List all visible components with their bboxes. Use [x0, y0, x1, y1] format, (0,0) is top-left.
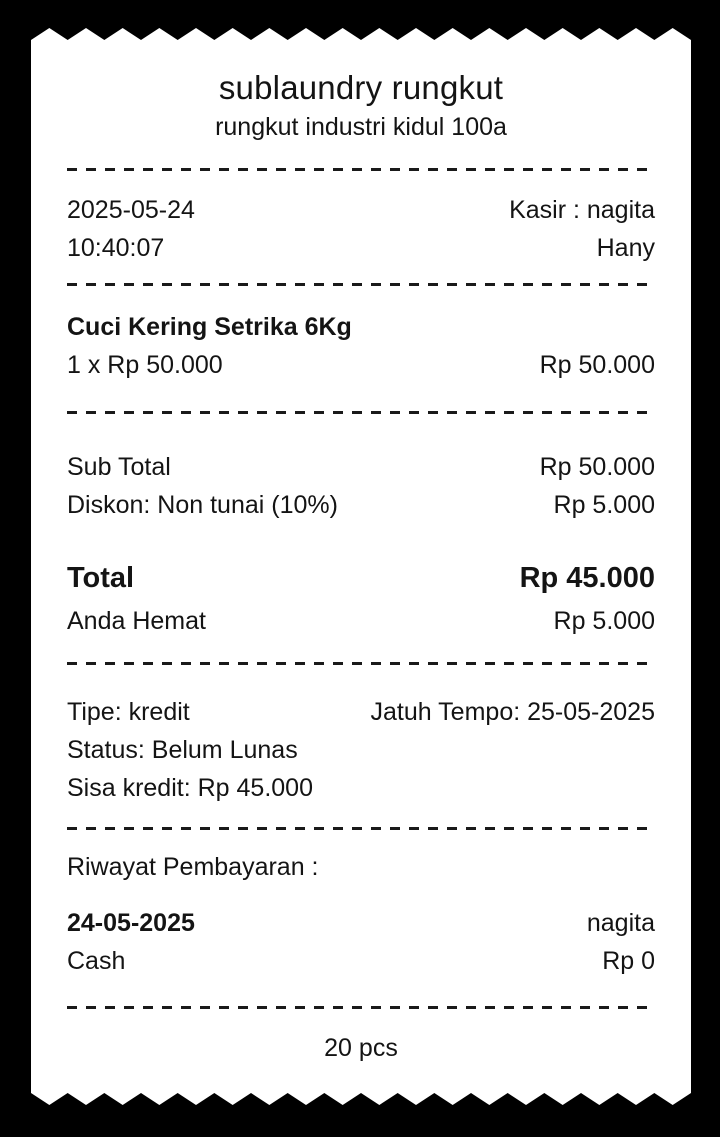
credit-status-row: Status: Belum Lunas [67, 731, 655, 769]
item-row: Cuci Kering Setrika 6Kg 1 x Rp 50.000 Rp… [67, 308, 655, 384]
subtotal-row: Sub Total Rp 50.000 [67, 448, 655, 486]
receipt-time: 10:40:07 [67, 234, 165, 262]
credit-remaining: Sisa kredit: Rp 45.000 [67, 774, 313, 802]
payment-entry-date: 24-05-2025 [67, 909, 195, 937]
savings-value: Rp 5.000 [553, 607, 655, 635]
receipt-header: 2025-05-24 Kasir : nagita 10:40:07 Hany [67, 191, 655, 267]
discount-label: Diskon: Non tunai (10%) [67, 491, 338, 519]
credit-due-date: Jatuh Tempo: 25-05-2025 [370, 698, 655, 726]
item-name: Cuci Kering Setrika 6Kg [67, 313, 352, 341]
subtotal-label: Sub Total [67, 453, 171, 481]
item-amount: Rp 50.000 [539, 351, 655, 379]
divider [67, 662, 655, 665]
payment-history-title-row: Riwayat Pembayaran : [67, 848, 655, 886]
credit-section: Tipe: kredit Jatuh Tempo: 25-05-2025 Sta… [67, 693, 655, 807]
receipt-date: 2025-05-24 [67, 196, 195, 224]
savings-row: Anda Hemat Rp 5.000 [67, 602, 655, 640]
payment-history-title: Riwayat Pembayaran : [67, 853, 319, 881]
header-row-1: 2025-05-24 Kasir : nagita [67, 191, 655, 229]
receipt: sublaundry rungkut rungkut industri kidu… [31, 28, 691, 1105]
payment-history-section: Riwayat Pembayaran : [67, 848, 655, 886]
discount-row: Diskon: Non tunai (10%) Rp 5.000 [67, 486, 655, 524]
store-address: rungkut industri kidul 100a [215, 113, 507, 141]
cashier-name: Kasir : nagita [509, 196, 655, 224]
credit-type-row: Tipe: kredit Jatuh Tempo: 25-05-2025 [67, 693, 655, 731]
divider [67, 283, 655, 286]
payment-history-entry: 24-05-2025 nagita Cash Rp 0 [67, 904, 655, 980]
total-label: Total [67, 562, 135, 594]
payment-entry-row-1: 24-05-2025 nagita [67, 904, 655, 942]
discount-value: Rp 5.000 [553, 491, 655, 519]
total-value: Rp 45.000 [519, 562, 655, 594]
receipt-paper: sublaundry rungkut rungkut industri kidu… [31, 40, 691, 1093]
divider [67, 827, 655, 830]
divider [67, 411, 655, 414]
cashier-assistant-name: Hany [596, 234, 655, 262]
summary-section: Sub Total Rp 50.000 Diskon: Non tunai (1… [67, 448, 655, 640]
payment-entry-method: Cash [67, 947, 126, 975]
torn-edge-bottom-icon [31, 1093, 691, 1105]
credit-status: Status: Belum Lunas [67, 736, 298, 764]
total-row: Total Rp 45.000 [67, 554, 655, 602]
divider [67, 168, 655, 171]
payment-entry-row-2: Cash Rp 0 [67, 942, 655, 980]
item-qty-price: 1 x Rp 50.000 [67, 351, 223, 379]
credit-type: Tipe: kredit [67, 698, 190, 726]
store-name: sublaundry rungkut [218, 69, 504, 106]
header-row-2: 10:40:07 Hany [67, 229, 655, 267]
item-price-row: 1 x Rp 50.000 Rp 50.000 [67, 346, 655, 384]
payment-entry-amount: Rp 0 [602, 947, 655, 975]
subtotal-value: Rp 50.000 [539, 453, 655, 481]
torn-edge-top-icon [31, 28, 691, 40]
divider [67, 1006, 655, 1009]
payment-entry-cashier: nagita [586, 909, 655, 937]
credit-remaining-row: Sisa kredit: Rp 45.000 [67, 769, 655, 807]
total-pcs: 20 pcs [324, 1034, 398, 1062]
savings-label: Anda Hemat [67, 607, 206, 635]
